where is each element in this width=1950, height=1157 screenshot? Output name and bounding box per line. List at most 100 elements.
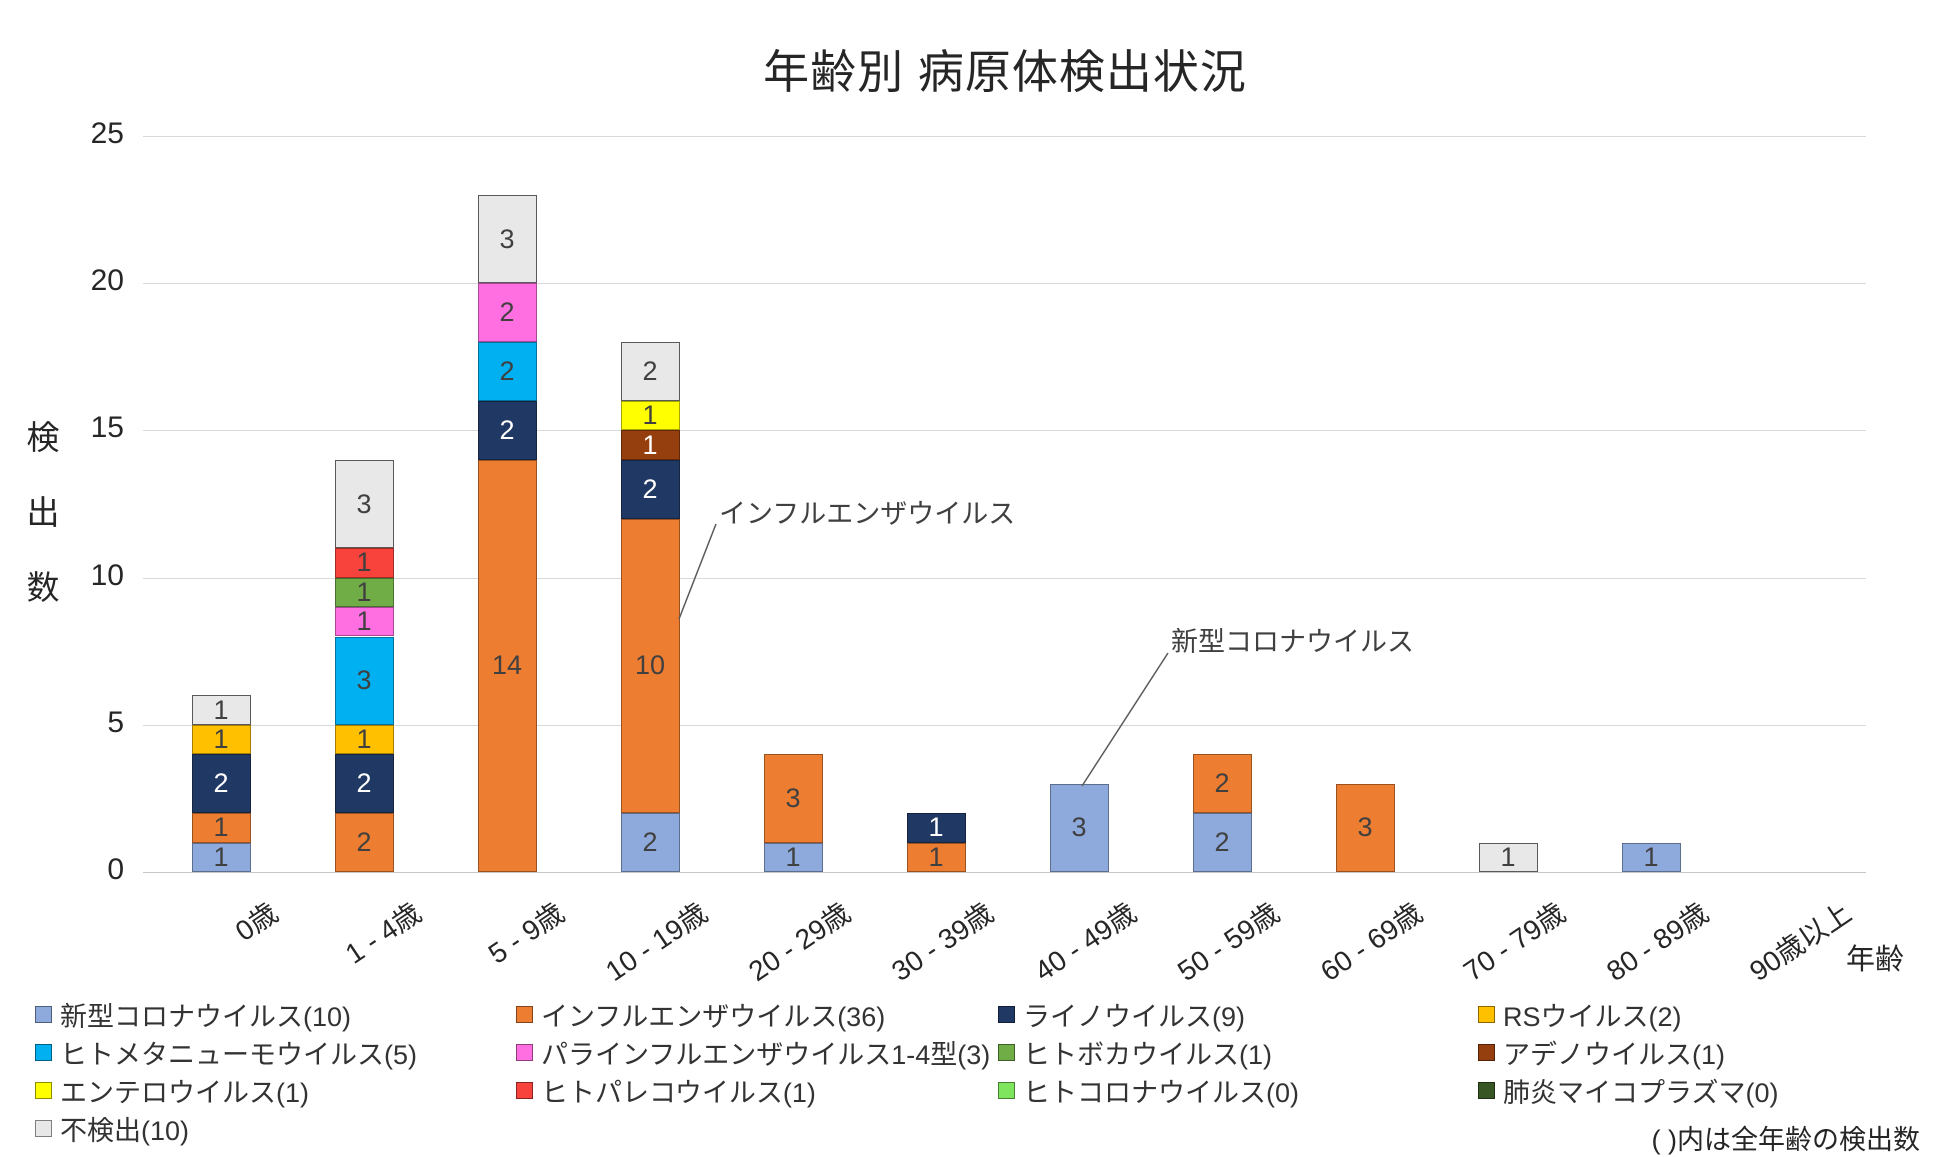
legend-series-label: ヒトボカウイルス(1): [1023, 1039, 1272, 1070]
legend-swatch: [516, 1043, 533, 1061]
legend-series-label: エンテロウイルス(1): [60, 1077, 309, 1108]
x-axis-title: 年齢: [1846, 944, 1905, 976]
segment-value: 1: [213, 812, 229, 843]
bar-10 - 19歳: 2 10 2 1 1 2: [620, 136, 680, 872]
legend-item: アデノウイルス(1): [1478, 1038, 1725, 1070]
legend-series-label: ヒトコロナウイルス(0): [1023, 1077, 1299, 1108]
bar-segment: 1: [906, 842, 966, 872]
legend-swatch: [1478, 1081, 1495, 1099]
y-tick-5: 5: [107, 705, 124, 739]
bar-segment: 2: [620, 813, 680, 872]
legend-item: ライノウイルス(9): [998, 1000, 1245, 1032]
segment-value: 1: [213, 694, 229, 725]
y-tick-20: 20: [90, 264, 124, 298]
legend-item: 新型コロナウイルス(10): [35, 1000, 351, 1032]
legend-series-label: ライノウイルス(9): [1023, 1001, 1245, 1032]
segment-value: 14: [491, 650, 523, 681]
bar-segment: 3: [1049, 783, 1109, 872]
annotation-corona: 新型コロナウイルス: [1171, 627, 1414, 657]
bar-segment: 1: [1621, 842, 1681, 872]
bar-5 - 9歳: 14 2 2 2 3: [477, 136, 537, 872]
x-label-20 - 29歳: 20 - 29歳: [742, 896, 856, 988]
y-axis-title: 検 出 数: [26, 419, 60, 606]
bar-90歳以上: [1765, 136, 1824, 872]
gridline-15: [143, 430, 1866, 432]
bar-segment: 2: [1192, 813, 1252, 872]
legend-item: ヒトメタニューモウイルス(5): [35, 1038, 417, 1070]
bar-segment: 2: [620, 459, 680, 519]
x-label-5 - 9歳: 5 - 9歳: [482, 896, 570, 970]
bar-segment: 1: [620, 429, 680, 460]
legend-series-label: 新型コロナウイルス(10): [60, 1001, 352, 1032]
bar-80 - 89歳: 1: [1621, 136, 1681, 872]
gridline-10: [143, 577, 1866, 579]
segment-value: 3: [1357, 812, 1373, 843]
x-label-30 - 39歳: 30 - 39歳: [885, 896, 999, 988]
segment-value: 1: [642, 400, 658, 431]
bar-70 - 79歳: 1: [1478, 136, 1538, 872]
bar-segment: 3: [763, 754, 823, 843]
legend-series-label: RSウイルス(2): [1503, 1001, 1682, 1032]
bar-segment: 1: [191, 724, 251, 755]
legend-swatch: [998, 1081, 1015, 1099]
bar-segment: 1: [906, 812, 966, 843]
legend-item: ヒトパレコウイルス(1): [516, 1076, 816, 1108]
bar-segment: 3: [1335, 783, 1395, 872]
bar-segment: 1: [191, 841, 251, 872]
bar-20 - 29歳: 13: [763, 136, 823, 872]
y-tick-10: 10: [90, 558, 124, 592]
annotation-influenza: インフルエンザウイルス: [719, 499, 1016, 529]
segment-value: 2: [1214, 827, 1230, 858]
segment-value: 3: [499, 223, 515, 254]
bar-1 - 4歳: 22131113: [334, 136, 394, 872]
bar-segment: 10: [620, 518, 680, 814]
bar-segment: 1: [334, 724, 394, 755]
segment-value: 1: [1500, 841, 1516, 872]
bar-60 - 69歳: 3: [1335, 136, 1395, 872]
bar-segment: 2: [620, 342, 680, 401]
segment-value: 1: [213, 724, 229, 755]
bar-segment: 3: [477, 194, 537, 284]
legend-series-label: 不検出(10): [60, 1115, 190, 1146]
segment-value: 2: [356, 768, 372, 799]
segment-value: 3: [785, 782, 801, 813]
bar-50 - 59歳: 22: [1192, 136, 1252, 872]
legend-item: 不検出(10): [35, 1114, 189, 1146]
bar-segment: 2: [1192, 754, 1252, 814]
legend-swatch: [516, 1081, 533, 1099]
segment-value: 3: [356, 488, 372, 519]
legend-series-label: 肺炎マイコプラズマ(0): [1503, 1077, 1779, 1108]
segment-value: 2: [499, 414, 515, 445]
y-tick-0: 0: [107, 853, 124, 886]
bar-segment: 1: [1478, 841, 1538, 872]
segment-value: 2: [356, 827, 372, 858]
legend-item: 肺炎マイコプラズマ(0): [1478, 1076, 1778, 1108]
y-tick-25: 25: [90, 117, 124, 150]
legend-item: RSウイルス(2): [1478, 1000, 1682, 1032]
segment-value: 3: [1071, 812, 1087, 843]
legend-swatch: [35, 1081, 52, 1099]
segment-value: 2: [213, 768, 229, 799]
legend-swatch: [516, 1005, 533, 1023]
segment-value: 2: [642, 827, 658, 858]
segment-value: 1: [642, 429, 658, 460]
bar-segment: 3: [334, 636, 394, 725]
x-label-90歳以上: 90歳以上: [1743, 896, 1857, 988]
legend-series-label: ヒトメタニューモウイルス(5): [60, 1039, 417, 1070]
gridline-25: [143, 136, 1866, 137]
segment-value: 1: [213, 841, 229, 872]
x-label-60 - 69歳: 60 - 69歳: [1314, 896, 1428, 988]
bar-segment: 3: [334, 459, 394, 549]
segment-value: 2: [1214, 768, 1230, 799]
legend-item: ヒトボカウイルス(1): [998, 1038, 1272, 1070]
legend-item: エンテロウイルス(1): [35, 1076, 309, 1108]
legend-swatch: [1478, 1005, 1495, 1023]
segment-value: 2: [499, 297, 515, 328]
segment-value: 1: [356, 606, 372, 637]
x-label-10 - 19歳: 10 - 19歳: [599, 896, 713, 988]
bar-segment: 1: [334, 547, 394, 578]
x-label-70 - 79歳: 70 - 79歳: [1457, 896, 1571, 988]
bar-segment: 2: [334, 754, 394, 814]
